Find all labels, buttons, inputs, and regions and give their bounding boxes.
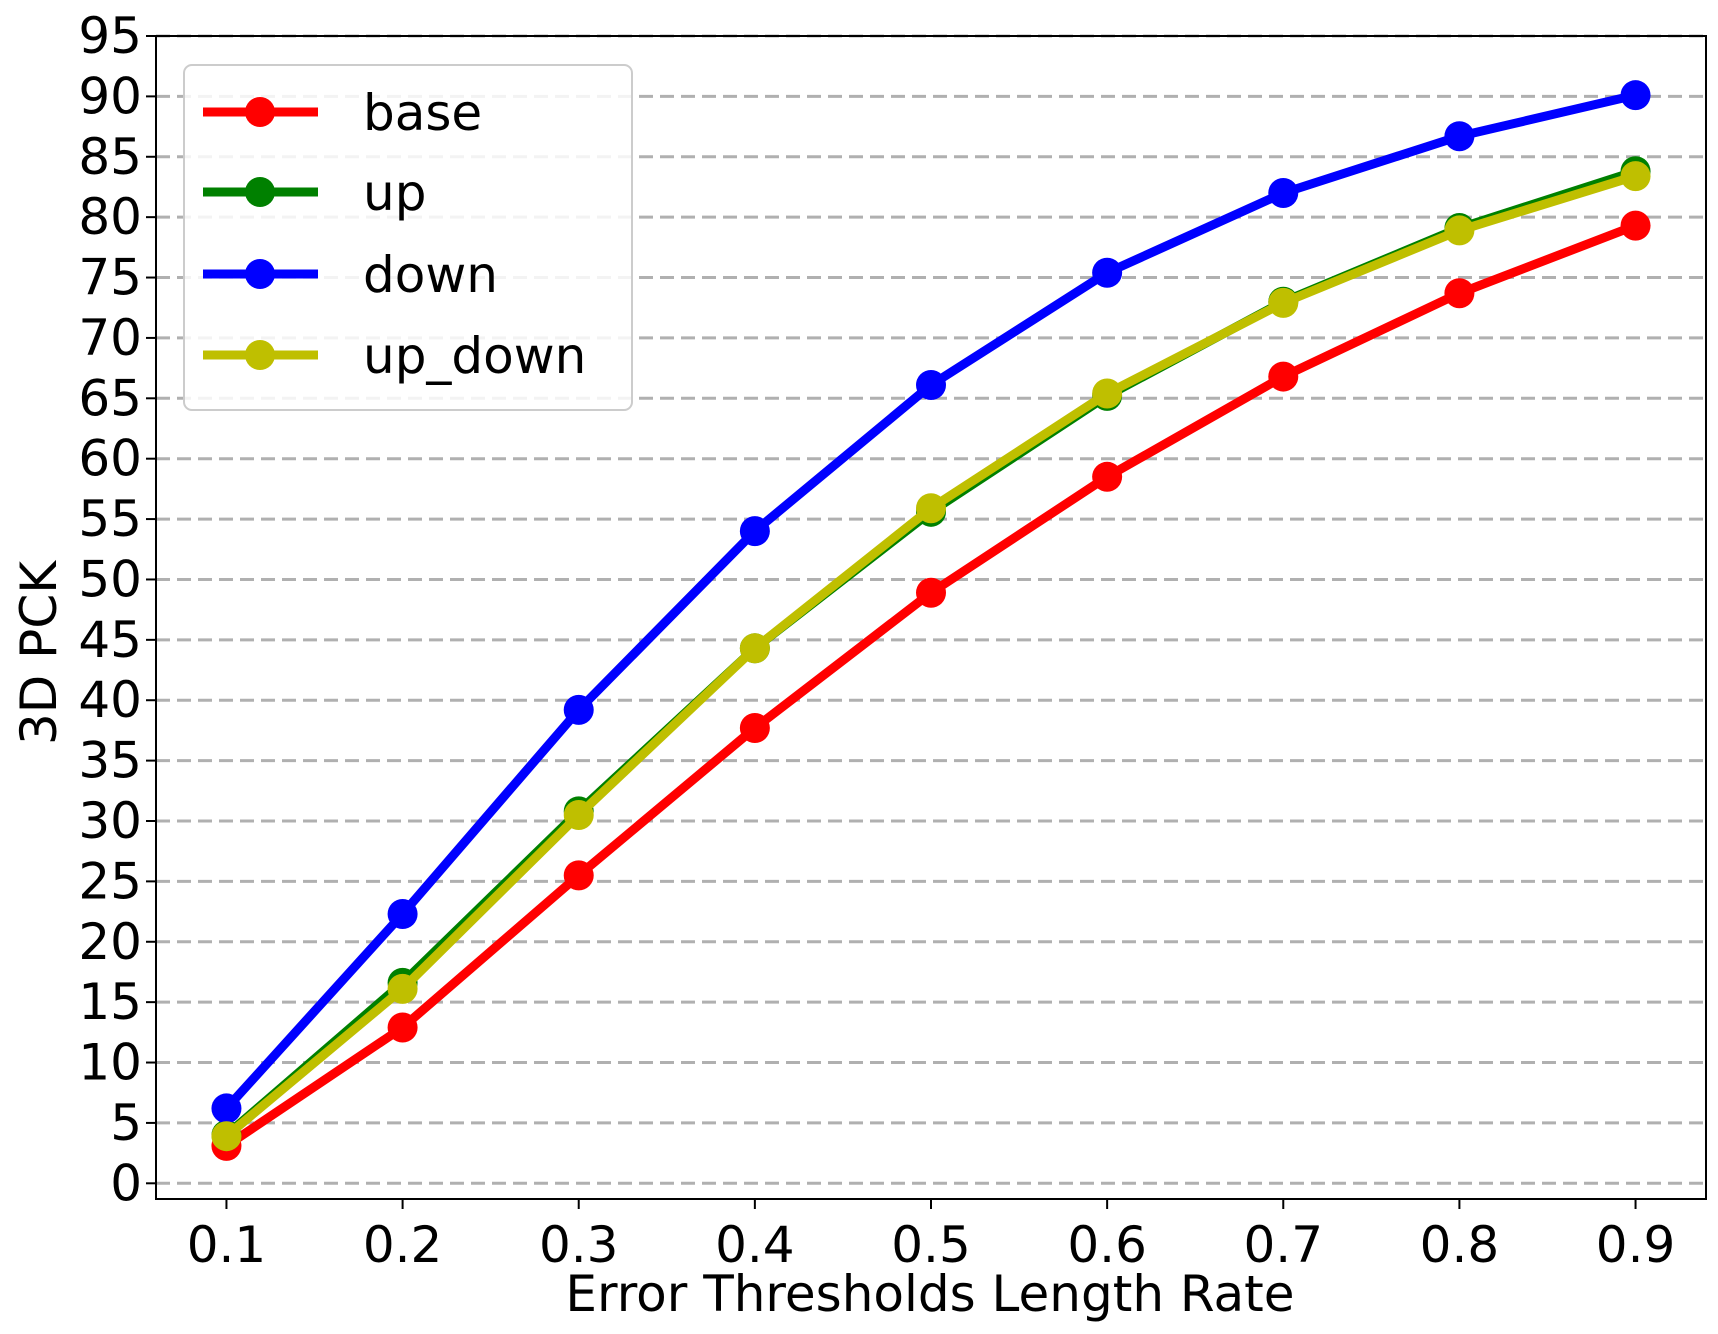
y-tick-label: 15: [78, 973, 142, 1031]
y-tick-label: 35: [78, 732, 142, 790]
data-point-base: [739, 713, 770, 744]
legend-marker-down: [245, 259, 275, 289]
data-point-up-down: [916, 493, 946, 524]
data-point-base: [1268, 361, 1299, 392]
x-tick-label: 0.4: [715, 1216, 795, 1274]
data-point-up-down: [1620, 161, 1651, 192]
x-axis-ticks: 0.1 0.2 0.3 0.4 0.5 0.6 0.7 0.8 0.9: [187, 1199, 1676, 1274]
y-tick-label: 70: [78, 309, 142, 367]
y-tick-label: 80: [78, 188, 142, 246]
data-point-base: [563, 860, 594, 891]
y-tick-label: 85: [78, 128, 142, 186]
series-down: [211, 80, 1651, 1124]
y-tick-label: 55: [78, 490, 142, 548]
legend-item-up-down: up_down: [203, 327, 586, 385]
y-tick-label: 50: [78, 550, 142, 608]
legend-marker-up-down: [245, 340, 275, 370]
y-tick-label: 5: [110, 1094, 142, 1152]
legend-label-up: up: [363, 164, 426, 222]
x-tick-label: 0.3: [539, 1216, 619, 1274]
legend-marker-base: [245, 97, 275, 127]
x-tick-label: 0.8: [1420, 1216, 1500, 1274]
data-point-up-down: [1268, 287, 1299, 318]
data-point-down: [1444, 121, 1475, 152]
y-axis-label: 3D PCK: [10, 560, 68, 745]
x-tick-label: 0.6: [1067, 1216, 1147, 1274]
data-point-down: [916, 370, 946, 401]
legend-marker-up: [245, 177, 275, 207]
data-point-up-down: [387, 973, 418, 1004]
legend: base up down up_down: [183, 64, 633, 411]
data-point-up-down: [563, 799, 594, 830]
x-tick-label: 0.9: [1596, 1216, 1676, 1274]
y-tick-label: 30: [78, 792, 142, 850]
y-tick-label: 10: [78, 1034, 142, 1092]
series-up-down: [211, 161, 1651, 1152]
y-tick-label: 65: [78, 369, 142, 427]
data-point-base: [387, 1012, 418, 1043]
y-tick-label: 40: [78, 671, 142, 729]
data-point-up-down: [211, 1121, 242, 1152]
legend-label-down: down: [363, 246, 498, 304]
y-tick-label: 60: [78, 430, 142, 488]
data-point-base: [1444, 278, 1475, 309]
y-tick-label: 75: [78, 249, 142, 307]
x-tick-label: 0.1: [187, 1216, 267, 1274]
x-tick-label: 0.7: [1244, 1216, 1324, 1274]
data-point-down: [1092, 257, 1123, 288]
data-point-base: [1092, 461, 1123, 492]
legend-item-base: base: [203, 84, 482, 142]
data-point-down: [1620, 80, 1651, 111]
data-point-down: [387, 898, 418, 929]
legend-item-up: up: [203, 164, 426, 222]
y-tick-label: 45: [78, 611, 142, 669]
data-point-down: [563, 694, 594, 725]
data-point-base: [916, 577, 946, 608]
data-point-down: [739, 516, 770, 547]
series-base: [211, 210, 1651, 1161]
data-point-up-down: [1092, 378, 1123, 409]
legend-item-down: down: [203, 246, 498, 304]
data-point-up-down: [739, 633, 770, 664]
legend-label-up-down: up_down: [363, 327, 586, 385]
data-point-base: [1620, 210, 1651, 241]
legend-label-base: base: [363, 84, 482, 142]
y-tick-label: 95: [78, 7, 142, 65]
y-tick-label: 0: [110, 1154, 142, 1212]
series-layer: [211, 80, 1651, 1161]
data-point-down: [211, 1093, 242, 1124]
x-axis-label: Error Thresholds Length Rate: [565, 1265, 1294, 1323]
y-tick-label: 25: [78, 852, 142, 910]
data-point-down: [1268, 177, 1299, 208]
legend-box: [183, 64, 633, 411]
data-point-up-down: [1444, 215, 1475, 246]
y-tick-label: 20: [78, 913, 142, 971]
x-tick-label: 0.2: [363, 1216, 443, 1274]
y-tick-label: 90: [78, 67, 142, 125]
x-tick-label: 0.5: [891, 1216, 971, 1274]
